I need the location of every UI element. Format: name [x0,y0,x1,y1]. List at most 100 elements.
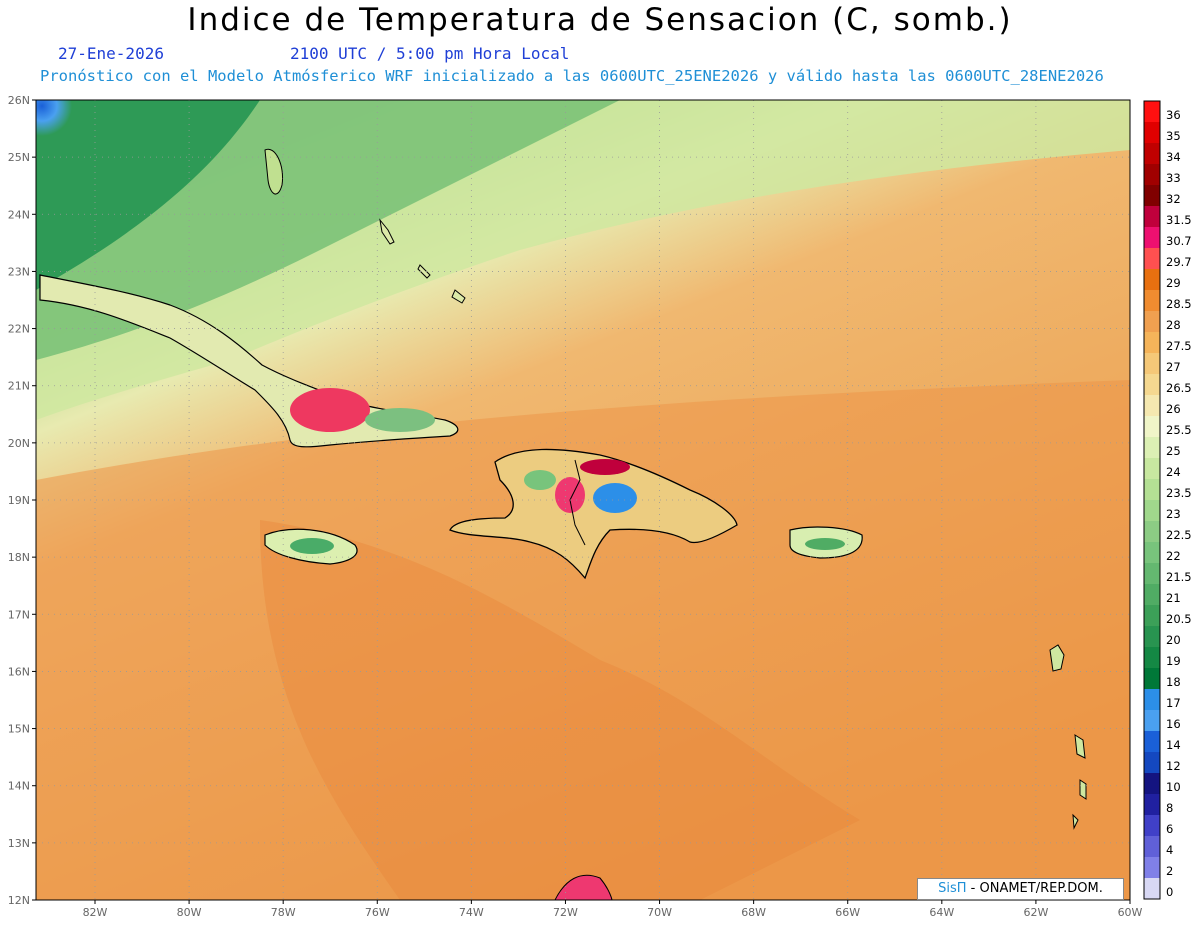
colorbar-swatch [1144,374,1160,396]
cool-spot-haiti [524,470,556,490]
lat-tick-label: 18N [8,551,30,564]
colombia-coast [554,874,613,900]
colorbar-label: 28.5 [1166,297,1192,311]
colorbar-swatch [1144,122,1160,144]
colorbar-swatch [1144,479,1160,501]
colorbar-swatch [1144,227,1160,249]
lon-tick-label: 62W [1023,906,1048,919]
lat-tick-label: 23N [8,265,30,278]
lat-tick-label: 17N [8,608,30,621]
colorbar-label: 27.5 [1166,339,1192,353]
colorbar-swatch [1144,584,1160,606]
colorbar-label: 26 [1166,402,1181,416]
jamaica-highlands [290,538,334,554]
colorbar-legend: 363534333231.530.729.72928.52827.52726.5… [1143,100,1192,900]
colorbar-swatch [1144,794,1160,816]
colorbar-swatch [1144,206,1160,228]
colorbar-label: 35 [1166,129,1181,143]
longitude-axis: 82W 80W 78W 76W 74W 72W 70W 68W 66W 64W 62W 60W [83,900,1143,919]
lon-tick-label: 80W [177,906,202,919]
colorbar-label: 0 [1166,885,1173,899]
lesser-antilles [1049,644,1087,830]
lon-tick-label: 68W [741,906,766,919]
colorbar-swatch [1144,311,1160,333]
colorbar-label: 4 [1166,843,1173,857]
colorbar-label: 18 [1166,675,1181,689]
colorbar-swatch [1144,143,1160,165]
colorbar-label: 30.7 [1166,234,1192,248]
colorbar-swatch [1144,164,1160,186]
hot-spot-cuba [290,388,370,432]
warm-patch [260,520,860,900]
colorbar-swatch [1144,248,1160,270]
sispi-brand: SisΠ [938,881,967,896]
colorbar-label: 17 [1166,696,1181,710]
colorbar-label: 22 [1166,549,1181,563]
forecast-date: 27-Ene-2026 [58,44,164,63]
colorbar-label: 23 [1166,507,1181,521]
credit-box: SisΠ - ONAMET/REP.DOM. [917,878,1124,900]
colorbar-swatch [1144,878,1160,900]
colorbar-label: 32 [1166,192,1181,206]
colorbar-label: 20 [1166,633,1181,647]
colorbar-swatch [1144,521,1160,543]
colorbar-label: 21.5 [1166,570,1192,584]
latitude-axis: 26N 25N 24N 23N 22N 21N 20N 19N 18N 17N 16N 15N 14N 1… [8,94,36,907]
cool-spot-cuba [365,408,435,432]
colorbar-label: 36 [1166,108,1181,122]
lon-tick-label: 60W [1118,906,1143,919]
colorbar-swatch [1144,731,1160,753]
map-panel [36,100,1130,900]
colorbar-label: 28 [1166,318,1181,332]
forecast-time: 2100 UTC / 5:00 pm Hora Local [290,44,570,63]
colorbar-frame [1143,100,1161,900]
colorbar-label: 20.5 [1166,612,1192,626]
lon-tick-label: 76W [365,906,390,919]
colorbar-label: 29 [1166,276,1181,290]
colorbar-swatch [1144,857,1160,879]
lat-tick-label: 19N [8,494,30,507]
colorbar-label: 19 [1166,654,1181,668]
hot-spot-cordillera [580,459,630,475]
lon-tick-label: 70W [647,906,672,919]
colorbar-label: 8 [1166,801,1173,815]
colorbar-label: 16 [1166,717,1181,731]
colorbar-swatch [1144,269,1160,291]
warm-band-south [36,380,1130,900]
lon-tick-label: 82W [83,906,108,919]
colorbar-label: 14 [1166,738,1181,752]
lat-tick-label: 24N [8,208,30,221]
colorbar-swatch [1144,647,1160,669]
colorbar-swatch [1144,395,1160,417]
lon-tick-label: 72W [553,906,578,919]
colorbar-swatch [1144,542,1160,564]
lat-tick-label: 25N [8,151,30,164]
colorbar-label: 34 [1166,150,1181,164]
cold-core [36,100,156,220]
colorbar-swatch [1144,689,1160,711]
colorbar-swatch [1144,752,1160,774]
colorbar-label: 12 [1166,759,1181,773]
colorbar-swatch [1144,668,1160,690]
colorbar-label: 6 [1166,822,1173,836]
model-info: Pronóstico con el Modelo Atmósferico WRF… [40,67,1104,85]
colorbar-label: 21 [1166,591,1181,605]
puerto-rico-highlands [805,538,845,550]
colorbar-swatch [1144,500,1160,522]
lat-tick-label: 12N [8,894,30,907]
colorbar-swatch [1144,332,1160,354]
colorbar-swatch [1144,437,1160,459]
bahamas-andros [264,148,284,195]
colorbar-swatch [1144,290,1160,312]
colorbar-swatch [1144,815,1160,837]
colorbar-swatch [1144,773,1160,795]
map-title: Indice de Temperatura de Sensacion (C, s… [187,2,1013,38]
hispaniola-island [449,448,738,580]
colorbar-swatch [1144,101,1160,123]
lat-tick-label: 15N [8,723,30,736]
colorbar-label: 29.7 [1166,255,1192,269]
colorbar-label: 22.5 [1166,528,1192,542]
lat-tick-label: 21N [8,380,30,393]
colorbar-label: 25 [1166,444,1181,458]
